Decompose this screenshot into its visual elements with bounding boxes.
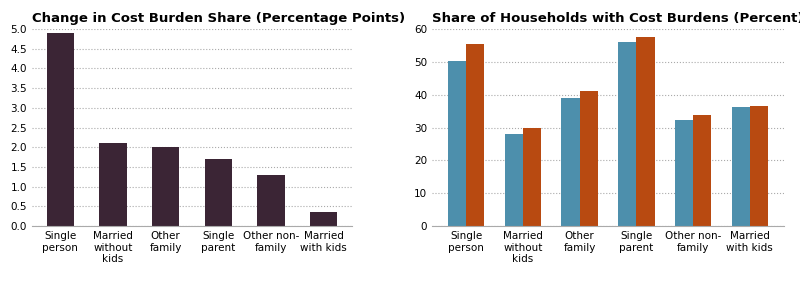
Bar: [258, 175, 285, 226]
Bar: [46, 33, 74, 226]
Bar: [693, 115, 711, 226]
Bar: [310, 212, 338, 226]
Bar: [618, 42, 636, 226]
Bar: [466, 44, 484, 226]
Bar: [580, 91, 598, 226]
Bar: [99, 143, 126, 226]
Bar: [750, 106, 768, 226]
Bar: [636, 37, 654, 226]
Text: Share of Households with Cost Burdens (Percent): Share of Households with Cost Burdens (P…: [432, 12, 800, 25]
Bar: [205, 159, 232, 226]
Bar: [732, 107, 750, 226]
Text: Change in Cost Burden Share (Percentage Points): Change in Cost Burden Share (Percentage …: [32, 12, 405, 25]
Bar: [448, 61, 466, 226]
Bar: [523, 128, 541, 226]
Bar: [675, 120, 693, 226]
Bar: [505, 133, 523, 226]
Bar: [562, 98, 580, 226]
Bar: [152, 147, 179, 226]
